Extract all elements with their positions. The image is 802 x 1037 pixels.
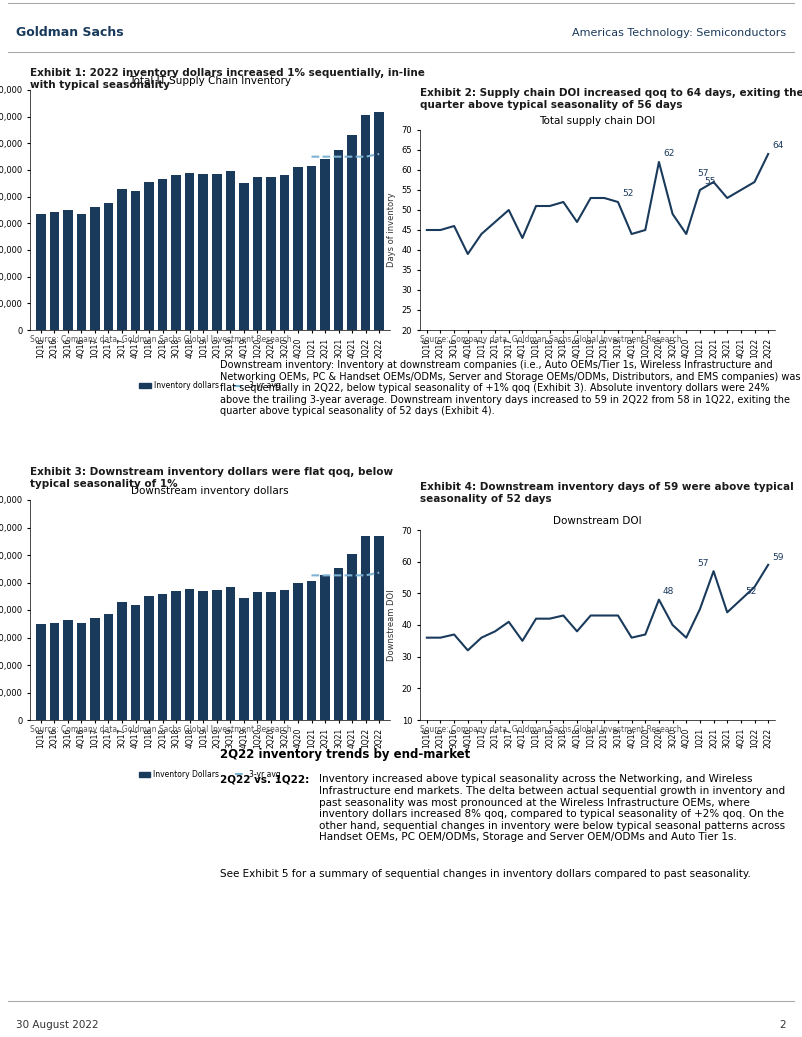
Bar	[239, 184, 249, 330]
Bar	[144, 183, 154, 330]
Bar	[158, 594, 168, 720]
Bar	[307, 582, 316, 720]
Text: 59: 59	[772, 553, 784, 562]
Bar	[320, 574, 330, 720]
Bar	[199, 174, 208, 330]
Bar	[361, 536, 371, 720]
Bar	[199, 591, 208, 720]
Bar	[103, 203, 113, 330]
Bar	[117, 189, 127, 330]
Y-axis label: Downstream DOI: Downstream DOI	[387, 589, 396, 661]
Bar	[334, 567, 343, 720]
Text: Exhibit 1: 2022 inventory dollars increased 1% sequentially, in-line
with typica: Exhibit 1: 2022 inventory dollars increa…	[30, 68, 425, 90]
Bar	[375, 112, 384, 330]
Text: Source: Company data, Goldman Sachs Global Investment Research: Source: Company data, Goldman Sachs Glob…	[420, 335, 682, 344]
Bar	[185, 173, 194, 330]
Text: 62: 62	[663, 149, 674, 158]
Bar	[225, 587, 235, 720]
Bar	[131, 605, 140, 720]
Bar	[185, 589, 194, 720]
Bar	[280, 590, 290, 720]
Text: 2Q22 vs. 1Q22:: 2Q22 vs. 1Q22:	[220, 775, 313, 784]
Bar	[266, 177, 276, 330]
Text: 57: 57	[697, 559, 709, 568]
Bar	[294, 583, 302, 720]
Bar	[131, 191, 140, 330]
Bar	[63, 211, 73, 330]
Bar	[144, 596, 154, 720]
Bar	[50, 213, 59, 330]
Bar	[91, 207, 99, 330]
Text: Source: Company data, Goldman Sachs Global Investment Research: Source: Company data, Goldman Sachs Glob…	[30, 335, 292, 344]
Bar	[347, 554, 357, 720]
Text: 57: 57	[697, 169, 709, 178]
Title: Downstream inventory dollars: Downstream inventory dollars	[132, 486, 289, 497]
Bar	[266, 592, 276, 720]
Text: 52: 52	[745, 588, 756, 596]
Bar	[361, 114, 371, 330]
Text: Goldman Sachs: Goldman Sachs	[16, 27, 124, 39]
Bar	[63, 620, 73, 720]
Bar	[50, 622, 59, 720]
Bar	[253, 592, 262, 720]
Text: 52: 52	[622, 189, 634, 198]
Text: Exhibit 2: Supply chain DOI increased qoq to 64 days, exiting the
quarter above : Exhibit 2: Supply chain DOI increased qo…	[420, 88, 802, 110]
Bar	[77, 214, 86, 330]
Text: 30 August 2022: 30 August 2022	[16, 1020, 99, 1030]
Legend: Inventory dollars, 3-yr avg: Inventory dollars, 3-yr avg	[136, 379, 284, 393]
Bar	[320, 160, 330, 330]
Bar	[239, 598, 249, 720]
Text: Source: Company data, Goldman Sachs Global Investment Research: Source: Company data, Goldman Sachs Glob…	[420, 725, 682, 734]
Y-axis label: Days of inventory: Days of inventory	[387, 193, 396, 268]
Bar	[117, 601, 127, 720]
Text: Inventory increased above typical seasonality across the Networking, and Wireles: Inventory increased above typical season…	[319, 775, 785, 842]
Bar	[91, 618, 99, 720]
Bar	[225, 170, 235, 330]
Bar	[212, 590, 221, 720]
Text: 64: 64	[772, 141, 784, 150]
Bar	[172, 175, 181, 330]
Bar	[158, 179, 168, 330]
Bar	[375, 536, 384, 720]
Bar	[103, 614, 113, 720]
Text: Exhibit 3: Downstream inventory dollars were flat qoq, below
typical seasonality: Exhibit 3: Downstream inventory dollars …	[30, 468, 393, 488]
Bar	[334, 150, 343, 330]
Bar	[212, 174, 221, 330]
Text: Americas Technology: Semiconductors: Americas Technology: Semiconductors	[572, 28, 786, 38]
Legend: Inventory Dollars, 3-yr avg: Inventory Dollars, 3-yr avg	[136, 767, 284, 782]
Title: Downstream DOI: Downstream DOI	[553, 516, 642, 527]
Text: 55: 55	[704, 177, 715, 186]
Title: Total supply chain DOI: Total supply chain DOI	[540, 116, 655, 127]
Title: Total IT Supply Chain Inventory: Total IT Supply Chain Inventory	[129, 77, 291, 86]
Bar	[36, 214, 46, 330]
Bar	[294, 167, 302, 330]
Text: 2Q22 inventory trends by end-market: 2Q22 inventory trends by end-market	[220, 748, 470, 761]
Text: Exhibit 4: Downstream inventory days of 59 were above typical
seasonality of 52 : Exhibit 4: Downstream inventory days of …	[420, 482, 794, 504]
Text: 48: 48	[663, 588, 674, 596]
Text: See Exhibit 5 for a summary of sequential changes in inventory dollars compared : See Exhibit 5 for a summary of sequentia…	[220, 869, 751, 879]
Text: 2: 2	[780, 1020, 786, 1030]
Bar	[347, 136, 357, 330]
Bar	[253, 177, 262, 330]
Bar	[36, 623, 46, 720]
Text: Downstream inventory: Inventory at downstream companies (i.e., Auto OEMs/Tier 1s: Downstream inventory: Inventory at downs…	[220, 360, 800, 417]
Bar	[77, 623, 86, 720]
Bar	[307, 166, 316, 330]
Bar	[280, 175, 290, 330]
Bar	[172, 591, 181, 720]
Text: Source: Company data, Goldman Sachs Global Investment Research: Source: Company data, Goldman Sachs Glob…	[30, 725, 292, 734]
